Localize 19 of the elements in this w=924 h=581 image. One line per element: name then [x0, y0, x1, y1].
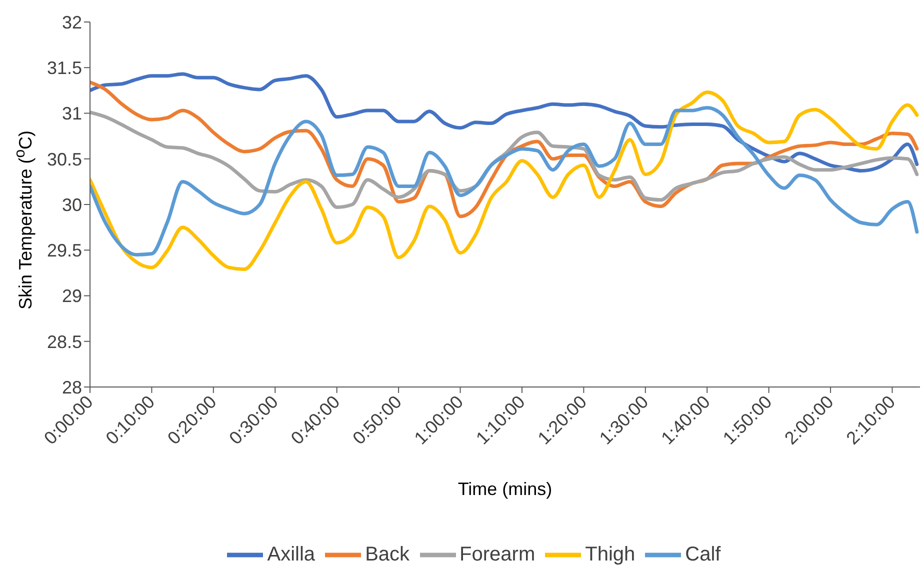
y-tick-label: 32 [62, 12, 82, 32]
legend-label: Back [365, 543, 410, 566]
y-tick-label: 31 [62, 104, 82, 124]
legend-label: Forearm [460, 543, 536, 566]
line-series [90, 110, 919, 209]
y-tick-label: 28.5 [46, 332, 82, 352]
line-series [90, 72, 919, 172]
y-tick-label: 30.5 [46, 149, 82, 170]
legend-label: Axilla [267, 543, 316, 566]
x-axis-title: Time (mins) [458, 479, 552, 499]
y-tick-label: 28 [62, 377, 82, 398]
y-tick-label: 31.5 [46, 58, 82, 78]
legend-label: Calf [685, 543, 721, 566]
legend-label: Thigh [585, 543, 636, 566]
line-series [90, 90, 919, 272]
y-tick-label: 29.5 [46, 240, 82, 261]
line-series [90, 106, 919, 256]
y-tick-label: 30 [62, 194, 82, 215]
y-tick-label: 29 [62, 286, 82, 306]
